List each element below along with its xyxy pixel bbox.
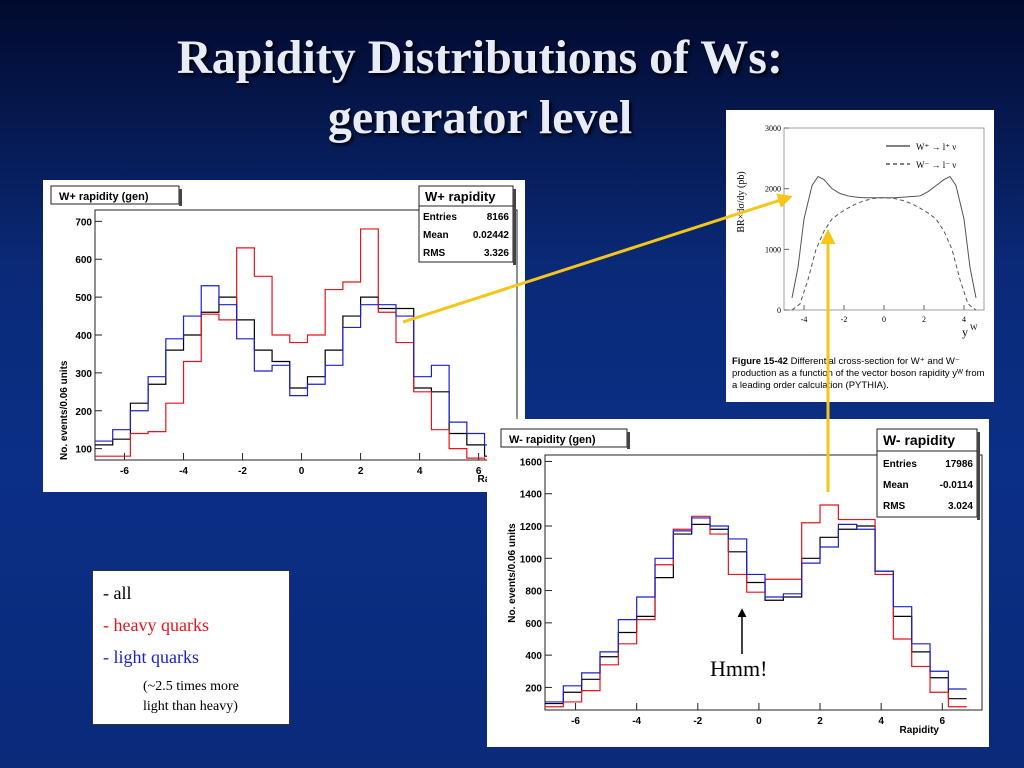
x-tick-label: 0 — [756, 716, 762, 727]
x-tick-label: -2 — [841, 315, 848, 324]
curve-marks: -4 -2 0 2 4 0 1000 2000 3000 — [765, 124, 977, 324]
histogram-marks: -6 -4 -2 0 2 4 6 100 200 300 400 500 600 700 — [75, 217, 503, 477]
y-tick-label: 100 — [75, 445, 92, 456]
wplus-histogram: W+ rapidity (gen) -6 -4 -2 0 2 4 6 100 200 300 400… — [50, 185, 518, 485]
plot-frame — [783, 127, 985, 311]
y-tick-label: 200 — [75, 407, 92, 418]
x-tick-label: 6 — [939, 716, 945, 727]
x-tick-label: -6 — [571, 716, 580, 727]
x-tick-label: -6 — [120, 466, 129, 477]
x-tick-label: 2 — [358, 466, 364, 477]
x-tick-label: 2 — [922, 315, 926, 324]
y-tick-label: 1400 — [520, 490, 543, 501]
y-tick-label: 2000 — [765, 185, 781, 194]
wminus-histogram-panel: W- rapidity (gen) -6 -4 -2 0 2 4 6 200 400 600 800… — [487, 419, 989, 747]
legend-note: (~2.5 times more light than heavy) — [143, 677, 279, 717]
hist-title: W- rapidity (gen) — [509, 434, 596, 446]
x-tick-label: 0 — [299, 466, 305, 477]
x-tick-label: 6 — [476, 466, 482, 477]
stats-entries-label: Entries — [423, 212, 457, 223]
legend-note-line2: light than heavy) — [143, 699, 238, 714]
plot-frame — [544, 454, 983, 711]
pythia-cross-section-plot: -4 -2 0 2 4 0 1000 2000 3000 BR×dσ/dy (pb) y W W… — [736, 124, 985, 339]
y-tick-label: 3000 — [765, 124, 781, 133]
y-tick-label: 1600 — [520, 457, 543, 468]
stats-mean-label: Mean — [423, 230, 449, 241]
x-tick-label: 4 — [878, 716, 884, 727]
x-tick-label: 0 — [882, 315, 886, 324]
x-tick-label: 4 — [417, 466, 423, 477]
hist-title: W+ rapidity (gen) — [59, 191, 149, 203]
y-tick-label: 300 — [75, 369, 92, 380]
histogram-line-light — [545, 517, 967, 703]
wminus-histogram: W- rapidity (gen) -6 -4 -2 0 2 4 6 200 400 600 800… — [500, 428, 983, 736]
histogram-line-light — [95, 285, 503, 446]
stats-mean-value: 0.02442 — [473, 230, 510, 241]
curve-wplus — [791, 175, 977, 298]
y-tick-label: 1200 — [520, 522, 543, 533]
curve-wminus — [791, 197, 977, 311]
stats-title: W+ rapidity — [425, 189, 496, 204]
x-axis-label: Rapidity — [900, 725, 940, 736]
y-tick-label: 0 — [777, 306, 781, 315]
x-tick-label: 4 — [962, 315, 966, 324]
wplus-histogram-panel: W+ rapidity (gen) -6 -4 -2 0 2 4 6 100 200 300 400… — [43, 180, 525, 492]
x-tick-label: -4 — [632, 716, 641, 727]
caption-text: Differential cross-section for W⁺ and W⁻… — [732, 356, 985, 391]
stats-entries-label: Entries — [883, 459, 917, 470]
slide-title-line2: generator level — [327, 91, 633, 144]
caption-figure-number: Figure 15-42 — [732, 356, 788, 367]
legend-heavy-quarks: - heavy quarks — [103, 615, 209, 635]
y-axis-label: No. events/0.06 units — [507, 523, 518, 623]
y-tick-label: 200 — [525, 683, 542, 694]
stats-title: W- rapidity — [883, 432, 955, 448]
histogram-line-heavy — [95, 228, 503, 461]
y-tick-label: 1000 — [520, 554, 543, 565]
y-axis-label: No. events/0.06 units — [59, 360, 70, 460]
legend-label-wminus: W⁻ → l⁻ ν — [916, 160, 956, 170]
slide-title-line1: Rapidity Distributions of Ws: — [177, 31, 783, 84]
y-tick-label: 600 — [75, 255, 92, 266]
histogram-marks: -6 -4 -2 0 2 4 6 200 400 600 800 1000 1200 1400 1600 — [520, 457, 967, 727]
x-tick-label: -2 — [238, 466, 247, 477]
y-tick-label: 700 — [75, 217, 92, 228]
stats-entries-value: 8166 — [487, 212, 510, 223]
stats-box — [876, 428, 978, 518]
x-tick-label: 2 — [817, 716, 823, 727]
stats-rms-value: 3.024 — [948, 501, 973, 512]
stats-mean-label: Mean — [883, 480, 909, 491]
legend-all: - all — [103, 583, 132, 603]
y-tick-label: 400 — [75, 331, 92, 342]
hmm-annotation: Hmm! — [710, 656, 768, 681]
legend-label-wplus: W⁺ → l⁺ ν — [916, 142, 956, 152]
x-tick-label: -2 — [693, 716, 702, 727]
y-tick-label: 800 — [525, 587, 542, 598]
slide-title: Rapidity Distributions of Ws: generator … — [60, 28, 900, 148]
figure-caption: Figure 15-42 Differential cross-section … — [732, 356, 990, 392]
y-tick-label: 600 — [525, 619, 542, 630]
stats-entries-value: 17986 — [945, 459, 973, 470]
y-tick-label: 1000 — [765, 245, 781, 254]
y-tick-label: 400 — [525, 651, 542, 662]
stats-rms-value: 3.326 — [484, 248, 509, 259]
x-axis-label: y — [962, 325, 968, 339]
stats-rms-label: RMS — [423, 248, 446, 259]
pythia-reference-panel: -4 -2 0 2 4 0 1000 2000 3000 BR×dσ/dy (pb) y W W… — [726, 110, 994, 402]
stats-rms-label: RMS — [883, 501, 906, 512]
x-tick-label: -4 — [179, 466, 188, 477]
legend-light-quarks: - light quarks — [103, 647, 199, 667]
stats-mean-value: -0.0114 — [940, 480, 974, 491]
histogram-line-heavy — [545, 504, 967, 708]
y-tick-label: 500 — [75, 293, 92, 304]
x-tick-label: -4 — [801, 315, 808, 324]
x-axis-label-sup: W — [970, 323, 978, 332]
legend-note-line1: (~2.5 times more — [143, 679, 239, 694]
color-legend: - all - heavy quarks - light quarks (~2.… — [92, 570, 290, 725]
y-axis-label: BR×dσ/dy (pb) — [736, 171, 747, 232]
